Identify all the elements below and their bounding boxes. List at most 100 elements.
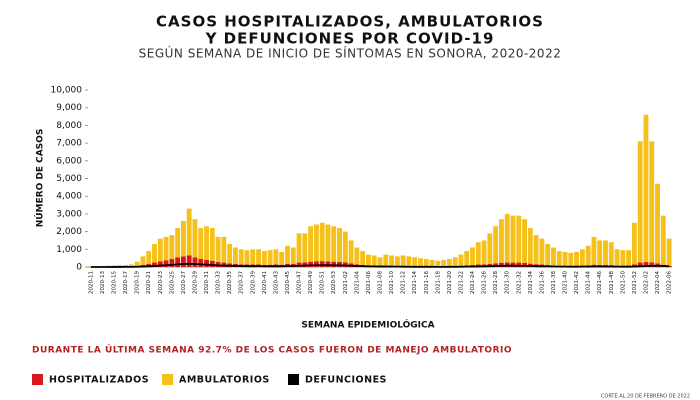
bar [319,261,325,267]
y-tick-label: 3,000 [56,209,82,219]
x-tick-label: 2020-53 [331,271,337,294]
bar [175,228,181,258]
bar [631,222,637,265]
bar [504,262,510,267]
x-tick-label: 2021-30 [505,271,511,294]
y-tick-label: 6,000 [56,156,82,166]
bar [643,262,649,267]
annotation: DURANTE LA ÚLTIMA SEMANA 92.7% DE LOS CA… [32,344,512,356]
bar [169,259,175,267]
bar [383,254,389,266]
x-tick-label: 2021-22 [458,271,464,294]
bar [331,226,337,262]
bar [649,141,655,263]
bar [163,260,169,267]
line [90,262,670,268]
bar [389,255,394,266]
bar [522,219,527,263]
x-tick-label: 2021-02 [343,271,349,294]
bar [180,220,186,257]
x-tick-label: 2021-16 [424,271,430,294]
bar [267,250,273,265]
y-tick-label: 10,000 [51,86,83,96]
bar [342,231,348,263]
bar [655,183,660,264]
y-tick-label: 1,000 [56,245,82,255]
bar [551,247,556,266]
bar [400,255,406,266]
bar [591,236,597,265]
bar [446,259,452,267]
bar [394,256,400,266]
x-tick-label: 2021-26 [482,271,488,294]
x-tick-label: 2020-25 [169,271,175,294]
bar [221,236,227,263]
bar [475,242,481,265]
y-tick-label: 4,000 [56,192,82,202]
bar [568,252,574,266]
bar [233,247,238,264]
y-axis-label: NÚMERO DE CASOS [34,129,46,228]
bar [464,251,470,266]
bar [637,141,643,263]
x-tick-label: 2021-40 [563,271,569,294]
bar [441,259,447,267]
x-tick-label: 2020-47 [297,271,303,294]
bar [608,242,614,266]
bar [290,247,296,264]
x-tick-label: 2020-43 [273,271,279,294]
bar [574,251,580,266]
footnote: CORTE AL 20 DE FEBRERO DE 2022 [601,394,690,400]
bar [498,219,504,263]
x-tick-label: 2020-33 [216,271,222,294]
bar [204,259,209,267]
x-tick-label: 2021-38 [551,271,557,294]
bar [423,259,429,267]
bar [279,251,285,265]
bar [516,215,522,263]
x-tick-label: 2021-52 [632,271,638,294]
bar [186,208,192,256]
bar [527,228,533,264]
x-tick-label: 2021-36 [539,271,545,294]
bar [545,243,551,266]
bar [117,265,123,267]
bar [412,257,418,267]
bar [562,251,568,266]
bar [366,254,371,266]
legend-label: AMBULATORIOS [179,375,270,386]
x-tick-label: 2021-20 [447,271,453,294]
x-tick-label: 2021-10 [389,271,395,294]
bar [493,226,499,264]
y-tick-label: 2,000 [56,227,82,237]
bar [308,226,314,262]
x-tick-label: 2020-37 [239,271,245,294]
x-tick-label: 2020-21 [146,271,152,294]
bar [516,262,522,267]
bar [152,262,157,267]
bar [244,250,250,265]
bar [169,235,175,260]
bar [637,262,643,267]
bar [666,238,672,266]
chart-subtitle: SEGÚN SEMANA DE INICIO DE SÍNTOMAS EN SO… [139,46,562,61]
bar [325,261,331,267]
x-tick-label: 2021-06 [366,271,372,294]
bar [215,236,221,263]
bar [614,249,620,266]
bar [308,261,314,267]
bar [128,264,134,267]
x-tick-label: 2021-28 [493,271,499,294]
bar [360,251,366,265]
x-axis-label: SEMANA EPIDEMIOLÓGICA [301,319,434,331]
bar [261,251,267,265]
bar [209,228,215,261]
bar [209,260,215,267]
bar [163,236,169,261]
bar [273,249,279,265]
bar [470,247,475,266]
x-tick-label: 2021-14 [412,271,418,294]
bar [285,245,290,264]
bar [377,257,383,266]
